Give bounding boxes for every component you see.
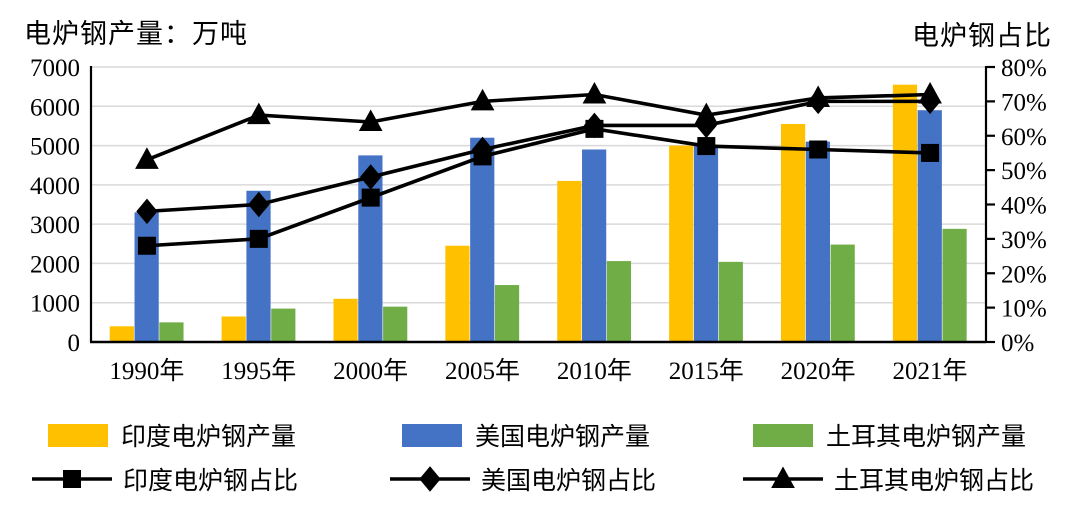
right-axis-tick-label: 80% [1001, 55, 1047, 82]
left-axis-tick-label: 5000 [30, 134, 80, 161]
right-axis-tick-label: 20% [1001, 261, 1047, 288]
bar-india-2000年 [333, 298, 358, 342]
bar-usa-2015年 [693, 145, 719, 342]
right-axis-tick-label: 40% [1001, 193, 1047, 220]
bars-turkey [159, 228, 967, 342]
line-turkey-share [135, 81, 942, 169]
right-axis-tick-label: 30% [1001, 227, 1047, 254]
diamond-marker-1995年 [248, 191, 270, 218]
square-marker-2015年 [697, 137, 716, 156]
bar-turkey-2000年 [383, 306, 408, 342]
bar-turkey-2010年 [606, 261, 632, 342]
triangle-marker-2020年 [806, 85, 831, 107]
triangle-marker-2021年 [918, 81, 942, 104]
bar-usa-2020年 [805, 141, 830, 342]
bar-india-2010年 [557, 180, 582, 342]
left-axis-title: 电炉钢产量：万吨 [24, 19, 248, 49]
left-axis-tick-label: 1000 [30, 291, 80, 318]
left-axis-tick-label: 0 [68, 330, 81, 357]
square-marker-2020年 [809, 140, 828, 159]
axis-labels: 0 1000 2000 3000 4000 5000 6000 7000 0% 10% 20% 30%… [30, 55, 1047, 385]
bar-india-2021年 [892, 84, 918, 342]
diamond-marker-2000年 [360, 164, 382, 190]
bar-usa-2010年 [582, 149, 607, 342]
diamond-marker-2010年 [583, 112, 606, 139]
bar-turkey-2020年 [830, 244, 855, 342]
bars-india [109, 84, 918, 342]
x-axis-label-2005年: 2005年 [445, 357, 520, 385]
left-axis-tick-label: 6000 [30, 94, 80, 121]
triangle-marker-1990年 [135, 147, 159, 169]
bars-usa [134, 110, 942, 342]
gridlines [91, 66, 986, 304]
bar-india-2015年 [669, 145, 694, 342]
square-marker-1995年 [249, 229, 268, 248]
triangle-marker-1995年 [246, 102, 271, 125]
left-axis-tick-label: 4000 [30, 173, 80, 200]
bar-india-1995年 [221, 316, 246, 342]
triangle-marker-2005年 [470, 88, 495, 111]
axes [89, 65, 995, 344]
left-axis-tick-label: 3000 [30, 212, 80, 239]
bar-india-1990年 [109, 326, 134, 342]
right-axis-tick-label: 0% [1001, 330, 1034, 357]
bar-turkey-2005年 [494, 285, 520, 342]
left-axis-tick-label: 7000 [30, 55, 80, 82]
bar-india-2020年 [780, 123, 806, 342]
right-axis-tick-label: 60% [1001, 124, 1047, 151]
x-axis-label-1990年: 1990年 [109, 357, 184, 385]
right-axis-tick-label: 10% [1001, 296, 1047, 323]
square-marker-1990年 [137, 236, 156, 255]
x-axis-label-2010年: 2010年 [557, 357, 632, 385]
triangle-marker-2010年 [582, 81, 607, 104]
triangle-marker-2015年 [694, 102, 719, 125]
x-axis-label-2015年: 2015年 [669, 357, 744, 385]
square-marker-2021年 [921, 143, 940, 162]
triangle-marker-2000年 [358, 109, 383, 131]
bar-turkey-1995年 [271, 308, 296, 342]
right-axis-title: 电炉钢占比 [912, 21, 1052, 51]
x-axis-label-2000年: 2000年 [333, 357, 408, 385]
x-axis-label-2020年: 2020年 [781, 357, 856, 385]
bar-usa-2005年 [470, 137, 495, 342]
bar-turkey-1990年 [159, 322, 184, 342]
diamond-marker-2005年 [471, 136, 494, 163]
left-axis-tick-label: 2000 [30, 251, 80, 278]
bar-turkey-2015年 [718, 261, 743, 342]
right-axis-tick-label: 70% [1001, 89, 1047, 116]
square-marker-2000年 [361, 188, 380, 207]
diamond-marker-1990年 [136, 198, 158, 225]
bar-usa-1990年 [134, 212, 159, 342]
x-axis-label-2021年: 2021年 [893, 357, 968, 385]
bar-turkey-2021年 [942, 228, 967, 342]
right-axis-tick-label: 50% [1001, 158, 1047, 185]
bar-india-2005年 [445, 245, 470, 342]
x-axis-label-1995年: 1995年 [221, 357, 296, 385]
